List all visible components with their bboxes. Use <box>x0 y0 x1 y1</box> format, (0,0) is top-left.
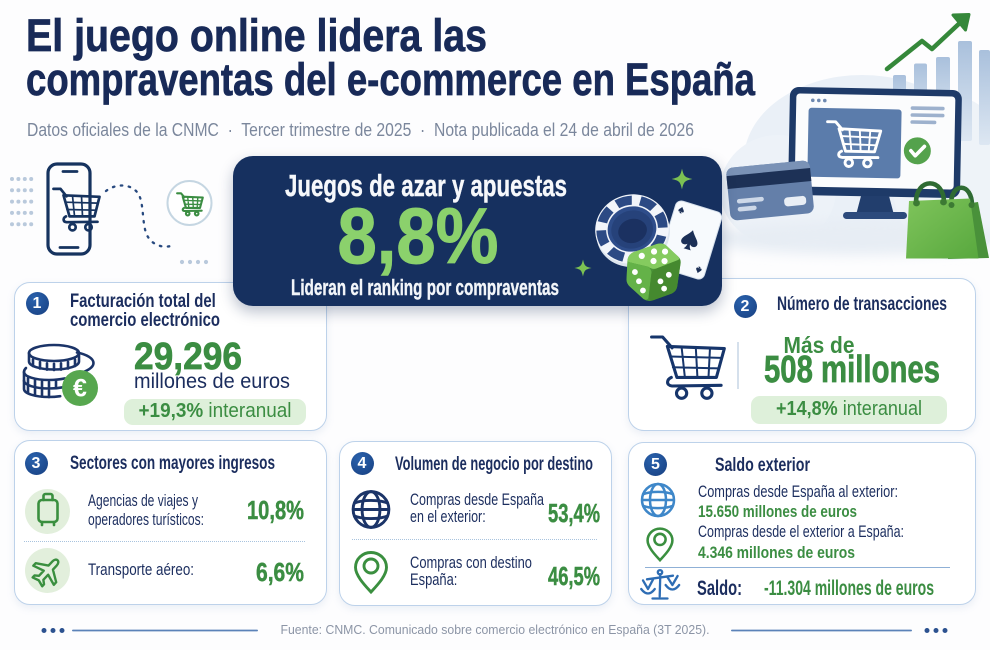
svg-text:€: € <box>73 375 87 403</box>
